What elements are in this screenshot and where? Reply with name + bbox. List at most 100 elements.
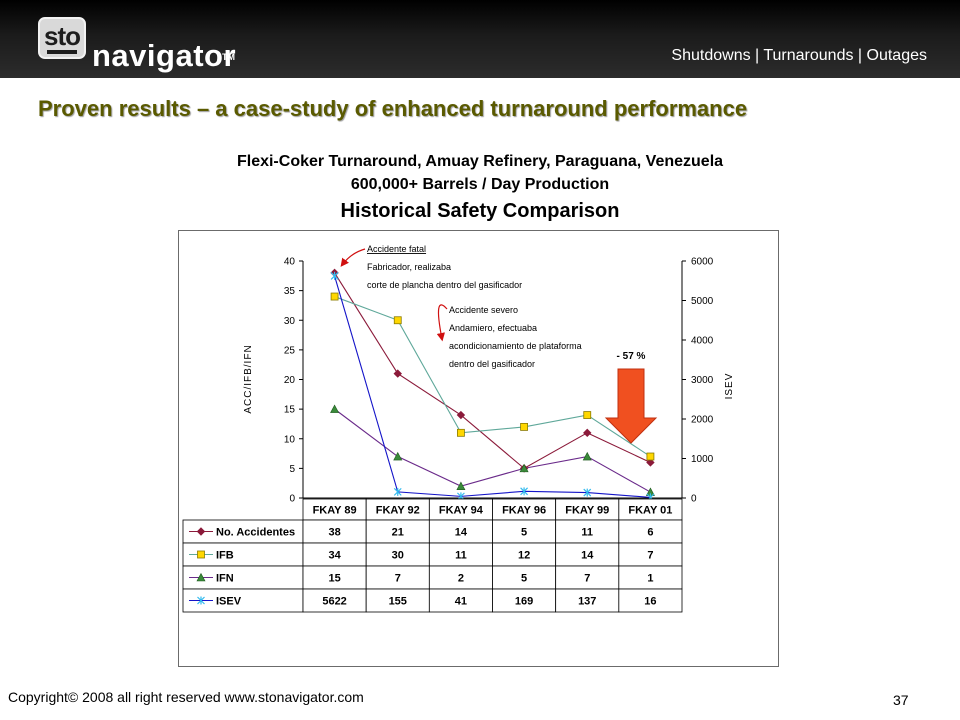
annotation-text: corte de plancha dentro del gasificador — [367, 280, 522, 290]
right-tick-label: 5000 — [691, 296, 714, 307]
table-value: 12 — [518, 550, 530, 562]
table-value: 6 — [647, 527, 653, 539]
right-tick-label: 6000 — [691, 257, 714, 268]
table-value: 169 — [515, 596, 533, 608]
left-tick-label: 30 — [284, 316, 296, 327]
logo-wordmark: navigator — [92, 38, 237, 73]
page-number: 37 — [893, 692, 909, 708]
annotation-text: Andamiero, efectuaba — [449, 323, 537, 333]
data-point — [646, 458, 655, 467]
data-point — [393, 451, 403, 461]
data-point — [456, 481, 466, 490]
table-value: 30 — [392, 550, 404, 562]
legend-label: IFN — [216, 573, 234, 585]
legend-marker — [196, 572, 206, 582]
series-line-ifb — [334, 296, 651, 457]
left-tick-label: 0 — [289, 494, 295, 505]
table-value: 14 — [455, 527, 468, 539]
annotation-text: Accidente fatal — [367, 244, 426, 254]
header-banner: sto navigator TM Shutdowns | Turnarounds… — [0, 0, 960, 78]
logo-trademark: TM — [222, 52, 235, 62]
logo: sto — [38, 17, 86, 59]
right-axis-label: ISEV — [724, 373, 735, 400]
table-value: 34 — [328, 550, 341, 562]
right-tick-label: 0 — [691, 494, 697, 505]
left-tick-label: 15 — [284, 405, 296, 416]
chart-frame: 0 5 10 15 20 25 30 35 40 0 1000 2000 3000 4000 5000 600… — [178, 230, 779, 667]
data-point — [519, 463, 529, 473]
table-value: 16 — [644, 596, 656, 608]
annotation-arrow-severe — [436, 304, 448, 342]
legend-marker — [196, 527, 206, 536]
table-value: 155 — [389, 596, 407, 608]
table-value: 15 — [328, 573, 340, 585]
legend-marker — [197, 550, 205, 559]
left-tick-label: 40 — [284, 257, 296, 268]
table-value: 21 — [392, 527, 404, 539]
left-tick-label: 35 — [284, 286, 296, 297]
series-line-ifn — [334, 408, 651, 493]
table-value: 41 — [455, 596, 467, 608]
data-point — [393, 487, 402, 496]
left-axis-label: ACC/IFB/IFN — [243, 344, 254, 413]
series-line-no-accidentes — [334, 272, 651, 470]
annotation-text: dentro del gasificador — [449, 359, 535, 369]
data-point — [330, 271, 339, 280]
subtitle-production: 600,000+ Barrels / Day Production — [350, 176, 610, 193]
left-tick-label: 20 — [284, 375, 296, 386]
data-point — [583, 428, 592, 438]
data-point — [330, 404, 340, 413]
right-tick-label: 2000 — [691, 415, 714, 426]
annotation-arrow-fatal — [340, 248, 366, 267]
annotation-text: Accidente severo — [449, 305, 518, 315]
data-point — [520, 422, 528, 431]
annotation-text: Fabricador, realizaba — [367, 262, 451, 272]
table-value: 5 — [521, 573, 527, 585]
legend-label: No. Accidentes — [216, 527, 295, 539]
data-point — [456, 410, 466, 420]
table-value: 14 — [581, 550, 594, 562]
table-cell — [618, 588, 683, 613]
table-value: 11 — [455, 550, 467, 562]
legend-label: IFB — [216, 550, 234, 562]
table-header-label: FKAY 99 — [565, 505, 609, 517]
right-tick-label: 4000 — [691, 336, 714, 347]
data-point — [330, 292, 339, 301]
table-value: 7 — [395, 573, 401, 585]
subtitle-location: Flexi-Coker Turnaround, Amuay Refinery, … — [236, 153, 724, 170]
data-point — [393, 369, 402, 378]
legend-marker — [197, 596, 205, 605]
data-point — [646, 452, 655, 461]
slide-title: Proven results – a case-study of enhance… — [38, 96, 748, 121]
copyright-notice: Copyright© 2008 all right reserved www.s… — [8, 689, 364, 705]
table-value: 38 — [328, 527, 340, 539]
logo-underline — [47, 50, 77, 54]
reduction-arrow — [604, 368, 658, 444]
table-header-label: FKAY 89 — [313, 505, 357, 517]
right-tick-label: 1000 — [691, 454, 714, 465]
table-value: 7 — [647, 550, 653, 562]
header-tagline: Shutdowns | Turnarounds | Outages — [671, 47, 927, 64]
data-point — [393, 316, 402, 325]
chart-heading: Historical Safety Comparison — [340, 200, 620, 222]
left-tick-label: 10 — [284, 434, 296, 445]
left-tick-label: 5 — [289, 464, 295, 475]
right-tick-label: 3000 — [691, 375, 714, 386]
table-header-label: FKAY 92 — [376, 505, 420, 517]
data-point — [583, 411, 592, 419]
series-line-isev — [334, 275, 651, 498]
data-point — [582, 451, 592, 461]
table-value: 5 — [521, 527, 527, 539]
logo-text: sto — [44, 21, 81, 51]
left-tick-label: 25 — [284, 345, 296, 356]
table-value: 5622 — [322, 596, 346, 608]
data-point — [583, 488, 592, 497]
table-header-label: FKAY 94 — [439, 505, 484, 517]
legend-label: ISEV — [216, 596, 242, 608]
table-value: 137 — [578, 596, 596, 608]
table-value: 1 — [647, 573, 653, 585]
annotation-text: acondicionamiento de plataforma — [449, 341, 582, 351]
table-value: 11 — [581, 527, 593, 539]
table-header-label: FKAY 96 — [502, 505, 546, 517]
table-value: 2 — [458, 573, 464, 585]
